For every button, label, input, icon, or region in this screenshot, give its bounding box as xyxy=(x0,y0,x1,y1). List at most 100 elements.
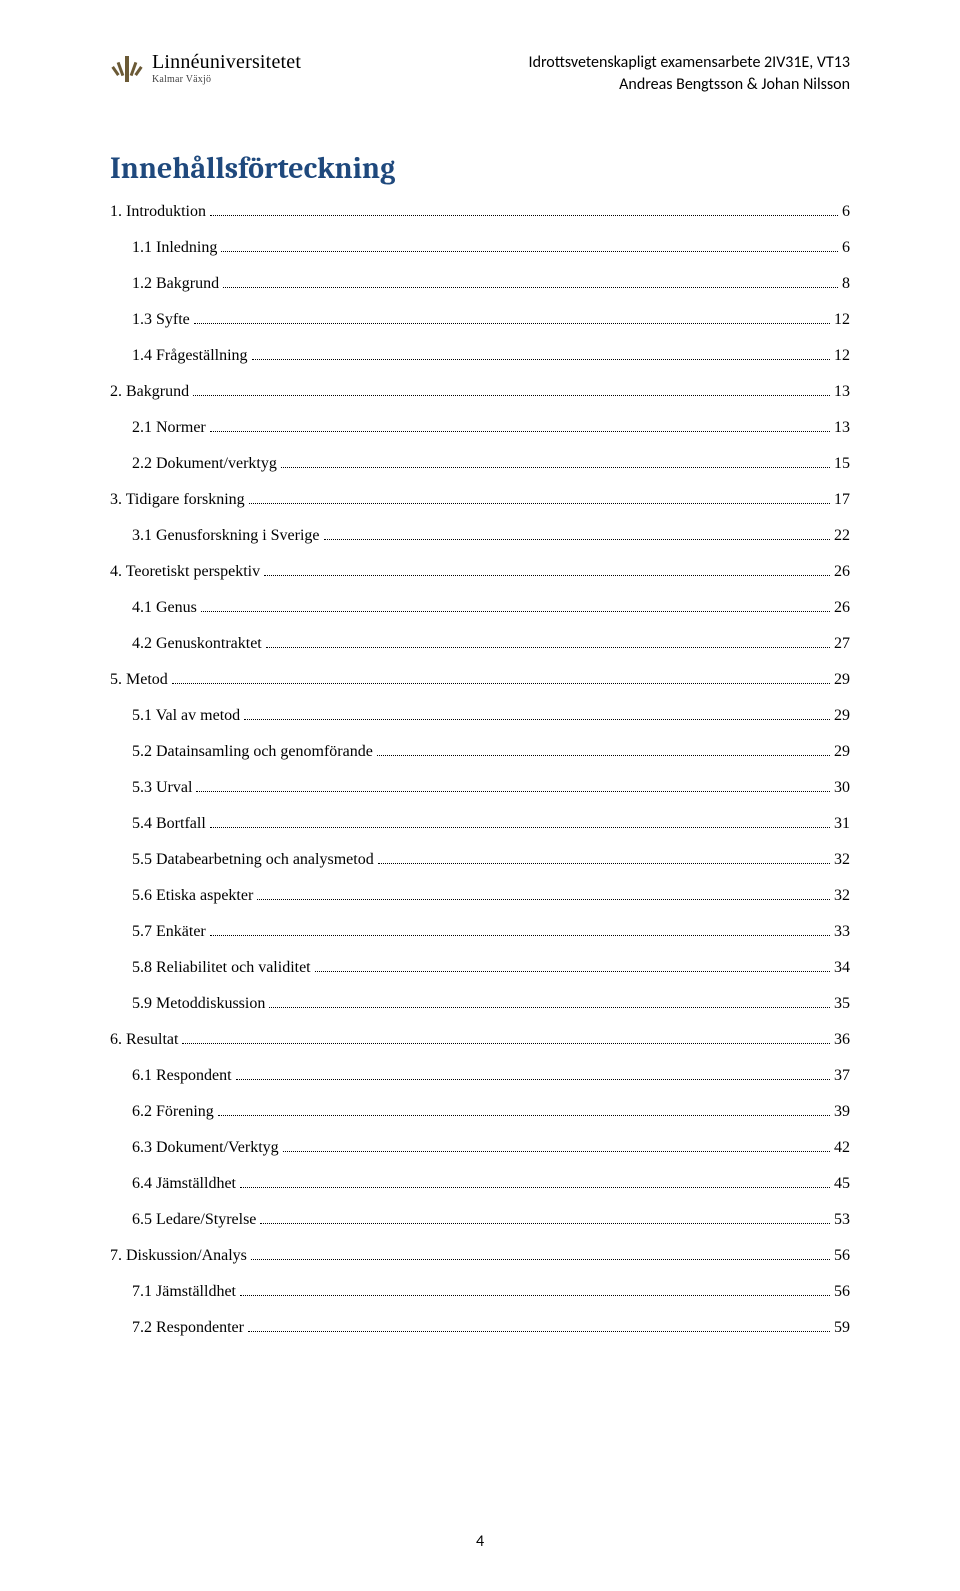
toc-entry-label: 5.5 Databearbetning och analysmetod xyxy=(132,852,374,868)
toc-entry[interactable]: 1.3 Syfte 12 xyxy=(110,312,850,328)
toc-entry[interactable]: 4.2 Genuskontraktet 27 xyxy=(110,636,850,652)
toc-entry-label: 4.2 Genuskontraktet xyxy=(132,636,262,652)
toc-entry[interactable]: 2.1 Normer 13 xyxy=(110,420,850,436)
toc-leader xyxy=(221,241,838,252)
toc-entry[interactable]: 5. Metod 29 xyxy=(110,672,850,688)
toc-entry-page: 34 xyxy=(834,960,850,976)
toc-entry-label: 7.1 Jämställdhet xyxy=(132,1284,236,1300)
toc-leader xyxy=(210,925,830,936)
toc-entry[interactable]: 2. Bakgrund 13 xyxy=(110,384,850,400)
toc-entry[interactable]: 7. Diskussion/Analys 56 xyxy=(110,1248,850,1264)
authors-line: Andreas Bengtsson & Johan Nilsson xyxy=(529,74,850,96)
toc-entry-page: 26 xyxy=(834,600,850,616)
page: Linnéuniversitetet Kalmar Växjö Idrottsv… xyxy=(0,0,960,1591)
toc-leader xyxy=(194,313,830,324)
toc-entry[interactable]: 5.5 Databearbetning och analysmetod 32 xyxy=(110,852,850,868)
toc-entry-page: 29 xyxy=(834,672,850,688)
toc-entry-page: 29 xyxy=(834,708,850,724)
toc-entry-label: 3.1 Genusforskning i Sverige xyxy=(132,528,320,544)
toc-entry-label: 5.3 Urval xyxy=(132,780,192,796)
toc-entry[interactable]: 6.5 Ledare/Styrelse 53 xyxy=(110,1212,850,1228)
toc-entry-label: 6.4 Jämställdhet xyxy=(132,1176,236,1192)
toc-leader xyxy=(240,1177,830,1188)
toc-entry[interactable]: 1.1 Inledning 6 xyxy=(110,240,850,256)
toc-entry-label: 2.2 Dokument/verktyg xyxy=(132,456,277,472)
toc-leader xyxy=(244,709,830,720)
toc-entry[interactable]: 6. Resultat 36 xyxy=(110,1032,850,1048)
toc-leader xyxy=(264,565,830,576)
toc-entry[interactable]: 5.9 Metoddiskussion 35 xyxy=(110,996,850,1012)
toc-leader xyxy=(240,1285,830,1296)
toc-entry[interactable]: 5.8 Reliabilitet och validitet 34 xyxy=(110,960,850,976)
toc-entry[interactable]: 1. Introduktion 6 xyxy=(110,204,850,220)
toc-leader xyxy=(324,529,830,540)
toc-entry-label: 5.8 Reliabilitet och validitet xyxy=(132,960,311,976)
toc-entry[interactable]: 7.1 Jämställdhet 56 xyxy=(110,1284,850,1300)
toc-entry-page: 36 xyxy=(834,1032,850,1048)
toc-entry[interactable]: 4. Teoretiskt perspektiv 26 xyxy=(110,564,850,580)
toc-entry-label: 5.1 Val av metod xyxy=(132,708,240,724)
toc-entry[interactable]: 4.1 Genus 26 xyxy=(110,600,850,616)
toc-entry-label: 1.4 Frågeställning xyxy=(132,348,248,364)
toc-entry-page: 42 xyxy=(834,1140,850,1156)
toc-entry[interactable]: 6.2 Förening 39 xyxy=(110,1104,850,1120)
toc-leader xyxy=(218,1105,830,1116)
toc-entry[interactable]: 5.1 Val av metod 29 xyxy=(110,708,850,724)
logo-mark-icon xyxy=(110,52,144,86)
toc-leader xyxy=(193,385,830,396)
toc-entry-label: 5.6 Etiska aspekter xyxy=(132,888,253,904)
toc-leader xyxy=(260,1213,830,1224)
logo-main-text: Linnéuniversitetet xyxy=(152,52,301,72)
toc-entry-label: 7. Diskussion/Analys xyxy=(110,1248,247,1264)
toc-entry[interactable]: 1.4 Frågeställning 12 xyxy=(110,348,850,364)
toc-leader xyxy=(210,205,838,216)
toc-entry-label: 5.4 Bortfall xyxy=(132,816,206,832)
toc-entry-label: 7.2 Respondenter xyxy=(132,1320,244,1336)
toc-entry-page: 17 xyxy=(834,492,850,508)
toc-entry-label: 1.2 Bakgrund xyxy=(132,276,219,292)
toc-leader xyxy=(377,745,830,756)
toc-entry[interactable]: 5.2 Datainsamling och genomförande 29 xyxy=(110,744,850,760)
toc-entry-label: 5.2 Datainsamling och genomförande xyxy=(132,744,373,760)
toc-entry-page: 53 xyxy=(834,1212,850,1228)
toc-entry[interactable]: 6.3 Dokument/Verktyg 42 xyxy=(110,1140,850,1156)
toc-entry-label: 2.1 Normer xyxy=(132,420,206,436)
toc-entry-page: 32 xyxy=(834,852,850,868)
toc-entry-label: 6.2 Förening xyxy=(132,1104,214,1120)
toc-leader xyxy=(252,349,830,360)
toc-entry[interactable]: 1.2 Bakgrund 8 xyxy=(110,276,850,292)
toc-leader xyxy=(281,457,830,468)
toc-entry-page: 12 xyxy=(834,348,850,364)
toc-entry-page: 31 xyxy=(834,816,850,832)
toc-entry[interactable]: 6.4 Jämställdhet 45 xyxy=(110,1176,850,1192)
toc-entry[interactable]: 6.1 Respondent 37 xyxy=(110,1068,850,1084)
toc-entry-page: 15 xyxy=(834,456,850,472)
toc-entry-page: 33 xyxy=(834,924,850,940)
toc-entry-page: 29 xyxy=(834,744,850,760)
toc-entry[interactable]: 5.7 Enkäter 33 xyxy=(110,924,850,940)
toc-leader xyxy=(249,493,830,504)
page-number: 4 xyxy=(0,1532,960,1551)
toc-entry[interactable]: 3. Tidigare forskning 17 xyxy=(110,492,850,508)
toc-leader xyxy=(266,637,830,648)
toc-entry-label: 1.3 Syfte xyxy=(132,312,190,328)
toc-entry-label: 4. Teoretiskt perspektiv xyxy=(110,564,260,580)
toc-entry-page: 26 xyxy=(834,564,850,580)
toc-entry[interactable]: 5.4 Bortfall 31 xyxy=(110,816,850,832)
toc-leader xyxy=(283,1141,830,1152)
toc-title: Innehållsförteckning xyxy=(110,151,850,186)
toc-entry-label: 6.5 Ledare/Styrelse xyxy=(132,1212,256,1228)
toc-leader xyxy=(172,673,830,684)
toc-entry[interactable]: 5.3 Urval 30 xyxy=(110,780,850,796)
toc-entry-label: 6. Resultat xyxy=(110,1032,178,1048)
toc-entry[interactable]: 3.1 Genusforskning i Sverige 22 xyxy=(110,528,850,544)
toc-entry[interactable]: 7.2 Respondenter 59 xyxy=(110,1320,850,1336)
toc-entry-page: 13 xyxy=(834,420,850,436)
toc-leader xyxy=(196,781,830,792)
toc-entry-page: 13 xyxy=(834,384,850,400)
toc-entry-page: 30 xyxy=(834,780,850,796)
running-header: Linnéuniversitetet Kalmar Växjö Idrottsv… xyxy=(110,52,850,95)
toc-entry[interactable]: 2.2 Dokument/verktyg 15 xyxy=(110,456,850,472)
toc-entry[interactable]: 5.6 Etiska aspekter 32 xyxy=(110,888,850,904)
toc-entry-page: 27 xyxy=(834,636,850,652)
